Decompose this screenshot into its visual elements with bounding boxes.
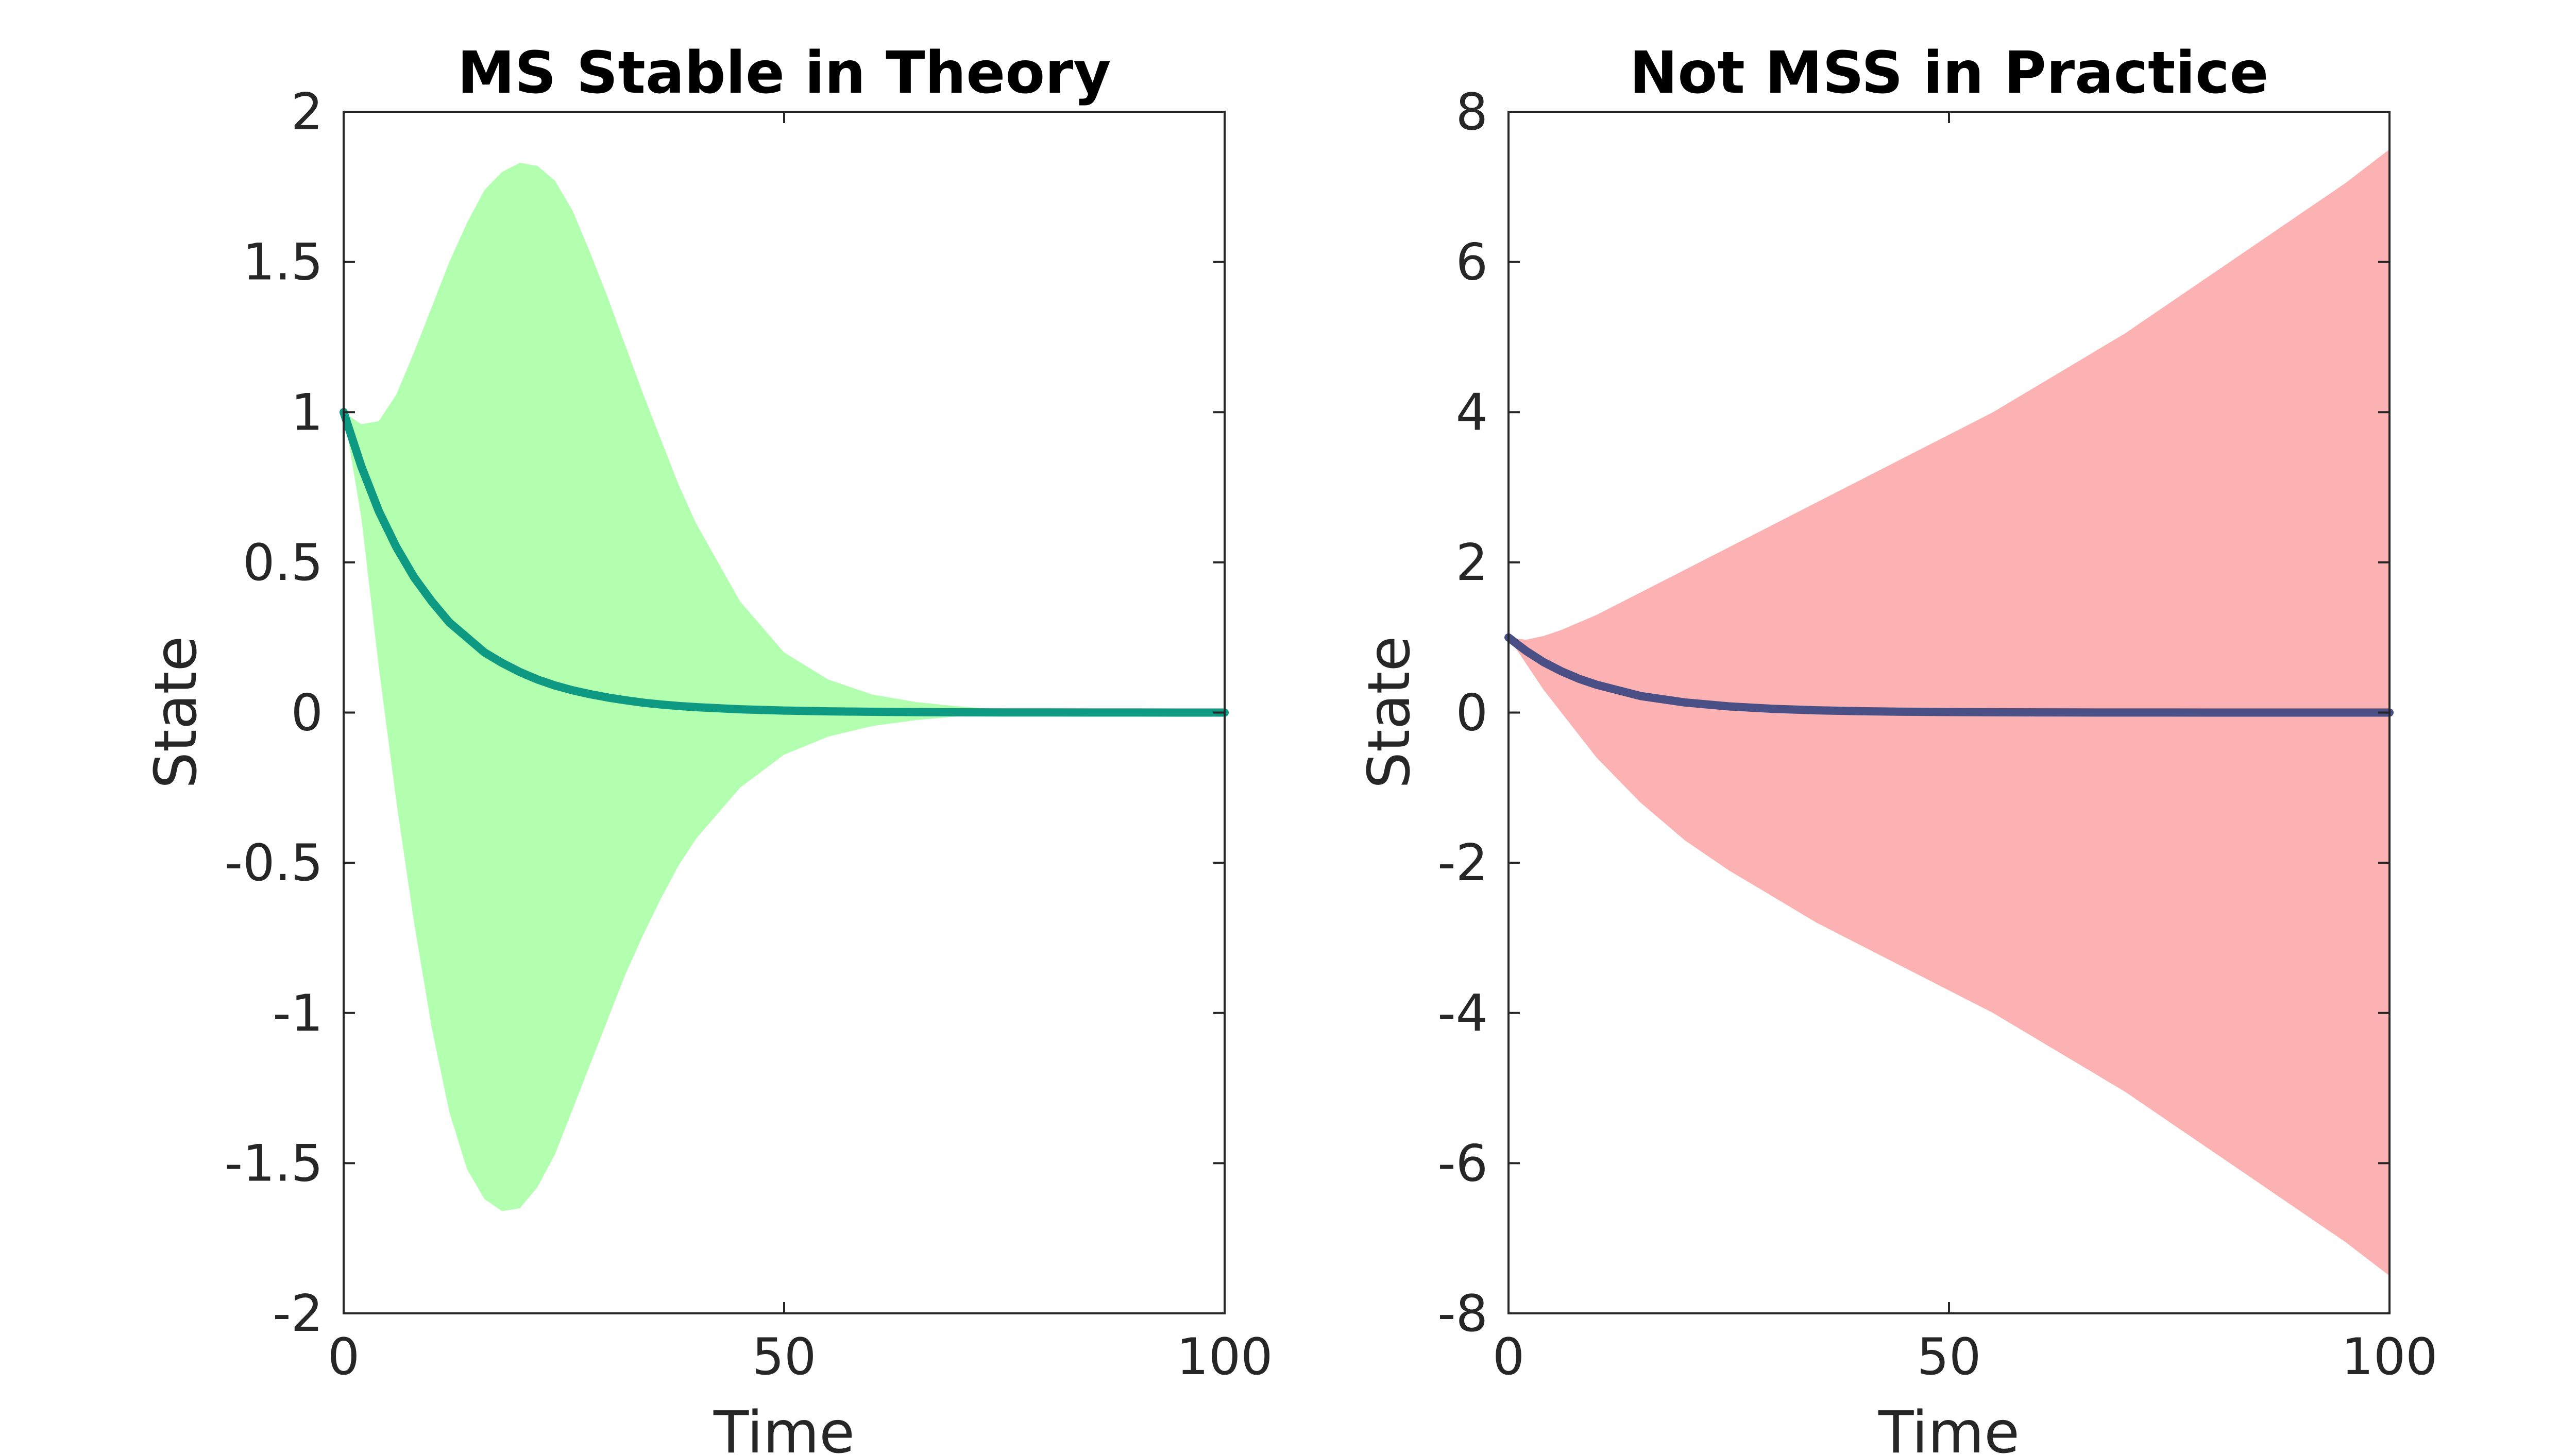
left-y-tick-label: -1.5 bbox=[225, 1134, 323, 1193]
right-y-tick-label: -8 bbox=[1437, 1285, 1488, 1343]
right-x-tick-label: 0 bbox=[1493, 1328, 1524, 1386]
right-y-tick-label: -2 bbox=[1437, 834, 1488, 893]
left-mean-line-layer bbox=[340, 408, 1229, 717]
left-y-tick-label: 0.5 bbox=[243, 534, 323, 592]
left-spread-band bbox=[344, 163, 1225, 1211]
left-spread-band-layer bbox=[344, 163, 1225, 1211]
right-y-tick-label: 8 bbox=[1456, 83, 1488, 142]
left-y-tick-label: -1 bbox=[273, 984, 323, 1043]
left-tick-layer: 21.510.50-0.5-1-1.5-20 50 100 bbox=[225, 83, 1273, 1386]
left-mean-line bbox=[340, 408, 1229, 717]
right-y-tick-label: -4 bbox=[1437, 984, 1488, 1043]
left-chart-panel: MS Stable in Theory 2 1.5 1 0.5 0 -0.5 -1 -1.5 -… bbox=[143, 40, 1273, 1455]
left-x-tick-label: 0 bbox=[328, 1328, 360, 1386]
left-y-axis-label: State bbox=[143, 636, 210, 789]
left-y-tick-label: 0 bbox=[291, 684, 323, 743]
right-x-tick-label: 50 bbox=[1917, 1328, 1981, 1386]
right-y-tick-label: -6 bbox=[1437, 1134, 1488, 1193]
right-mean-line bbox=[1504, 633, 2394, 717]
right-mean-line-layer bbox=[1504, 633, 2394, 717]
right-chart-title: Not MSS in Practice bbox=[1630, 40, 2269, 107]
left-x-axis-label: Time bbox=[713, 1399, 855, 1455]
left-y-tick-label: -2 bbox=[273, 1285, 323, 1343]
left-x-tick-label: 100 bbox=[1176, 1328, 1273, 1386]
right-y-tick-label: 2 bbox=[1456, 534, 1488, 592]
left-y-tick-label: -0.5 bbox=[225, 834, 323, 893]
left-x-tick-label: 50 bbox=[752, 1328, 817, 1386]
right-x-tick-label: 100 bbox=[2341, 1328, 2437, 1386]
left-y-tick-label: 1 bbox=[291, 383, 323, 442]
left-y-tick-label: 1.5 bbox=[243, 233, 323, 292]
right-x-axis-label: Time bbox=[1878, 1399, 2020, 1455]
right-y-axis-label: State bbox=[1356, 636, 1423, 789]
right-y-tick-label: 6 bbox=[1456, 233, 1488, 292]
left-chart-title: MS Stable in Theory bbox=[457, 40, 1111, 107]
left-y-tick-label: 2 bbox=[291, 83, 323, 142]
right-y-tick-label: 4 bbox=[1456, 383, 1488, 442]
right-y-tick-label: 0 bbox=[1456, 684, 1488, 743]
